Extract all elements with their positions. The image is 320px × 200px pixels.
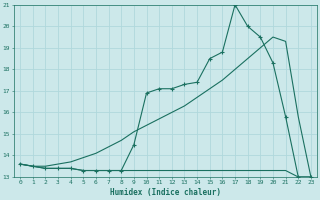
X-axis label: Humidex (Indice chaleur): Humidex (Indice chaleur)	[110, 188, 221, 197]
